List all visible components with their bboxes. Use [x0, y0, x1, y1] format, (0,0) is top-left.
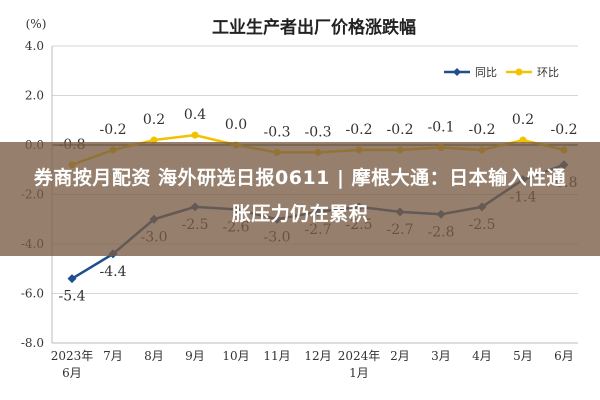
legend-label: 同比: [475, 66, 497, 79]
x-tick-label-line: 3月: [431, 349, 451, 363]
data-label: -0.3: [305, 124, 332, 140]
x-tick-label: 6月: [554, 349, 574, 363]
data-point-marker: [67, 274, 77, 284]
x-tick-label: 9月: [185, 349, 205, 363]
x-tick-label-line: 2月: [390, 349, 410, 363]
x-tick-label: 3月: [431, 349, 451, 363]
data-label: -0.2: [551, 122, 578, 138]
y-axis-unit-label: (%): [26, 17, 47, 31]
x-tick-label: 11月: [263, 349, 290, 363]
x-tick-label-line: 2024年: [338, 349, 381, 363]
legend: 同比 环比: [444, 66, 559, 79]
legend-label: 环比: [537, 66, 559, 79]
headline-overlay-banner: [0, 142, 600, 256]
x-tick-label-line: 4月: [472, 349, 492, 363]
x-tick-label: 5月: [513, 349, 533, 363]
y-tick-label: 2.0: [25, 89, 44, 103]
x-tick-label-line: 5月: [513, 349, 533, 363]
y-tick-label: -6.0: [21, 287, 44, 301]
data-label: -0.3: [264, 124, 291, 140]
data-point-marker: [519, 136, 527, 144]
x-tick-label: 2023年 6月: [51, 349, 94, 380]
x-tick-label: 7月: [103, 349, 123, 363]
data-label: -0.2: [346, 122, 373, 138]
data-label: -0.2: [387, 122, 414, 138]
x-tick-label: 12月: [304, 349, 331, 363]
x-tick-label: 2024年 1月: [338, 349, 381, 380]
x-tick-label-line: 12月: [304, 349, 331, 363]
y-tick-label: -8.0: [21, 336, 44, 350]
chart-title: 工业生产者出厂价格涨跌幅: [212, 17, 416, 38]
x-tick-label-line: 8月: [144, 349, 164, 363]
data-label: 0.4: [184, 107, 206, 123]
data-label: 0.0: [225, 117, 247, 133]
headline-overlay-text[interactable]: 券商按月配资 海外研选日报0611 | 摩根大通：日本输入性通胀压力仍在累积: [33, 167, 567, 225]
x-tick-label: 10月: [222, 349, 249, 363]
x-tick-label-line: 9月: [185, 349, 205, 363]
data-label: -0.2: [100, 122, 127, 138]
data-label: -0.1: [428, 119, 455, 135]
x-tick-label: 8月: [144, 349, 164, 363]
x-tick-label: 4月: [472, 349, 492, 363]
data-label: -5.4: [59, 289, 86, 305]
x-tick-label-line: 6月: [62, 366, 82, 380]
data-point-marker: [191, 131, 199, 139]
legend-marker: [515, 68, 523, 76]
data-label: 0.2: [143, 112, 165, 128]
legend-marker: [453, 68, 461, 76]
data-point-marker: [150, 136, 158, 144]
x-tick-label-line: 7月: [103, 349, 123, 363]
data-label: -0.2: [469, 122, 496, 138]
x-tick-label-line: 1月: [349, 366, 369, 380]
x-tick-label-line: 2023年: [51, 349, 94, 363]
data-label: 0.2: [512, 112, 534, 128]
y-tick-label: 4.0: [25, 39, 44, 53]
x-tick-label-line: 10月: [222, 349, 249, 363]
data-label: -4.4: [100, 264, 127, 280]
x-tick-label: 2月: [390, 349, 410, 363]
x-tick-label-line: 6月: [554, 349, 574, 363]
x-tick-label-line: 11月: [263, 349, 290, 363]
